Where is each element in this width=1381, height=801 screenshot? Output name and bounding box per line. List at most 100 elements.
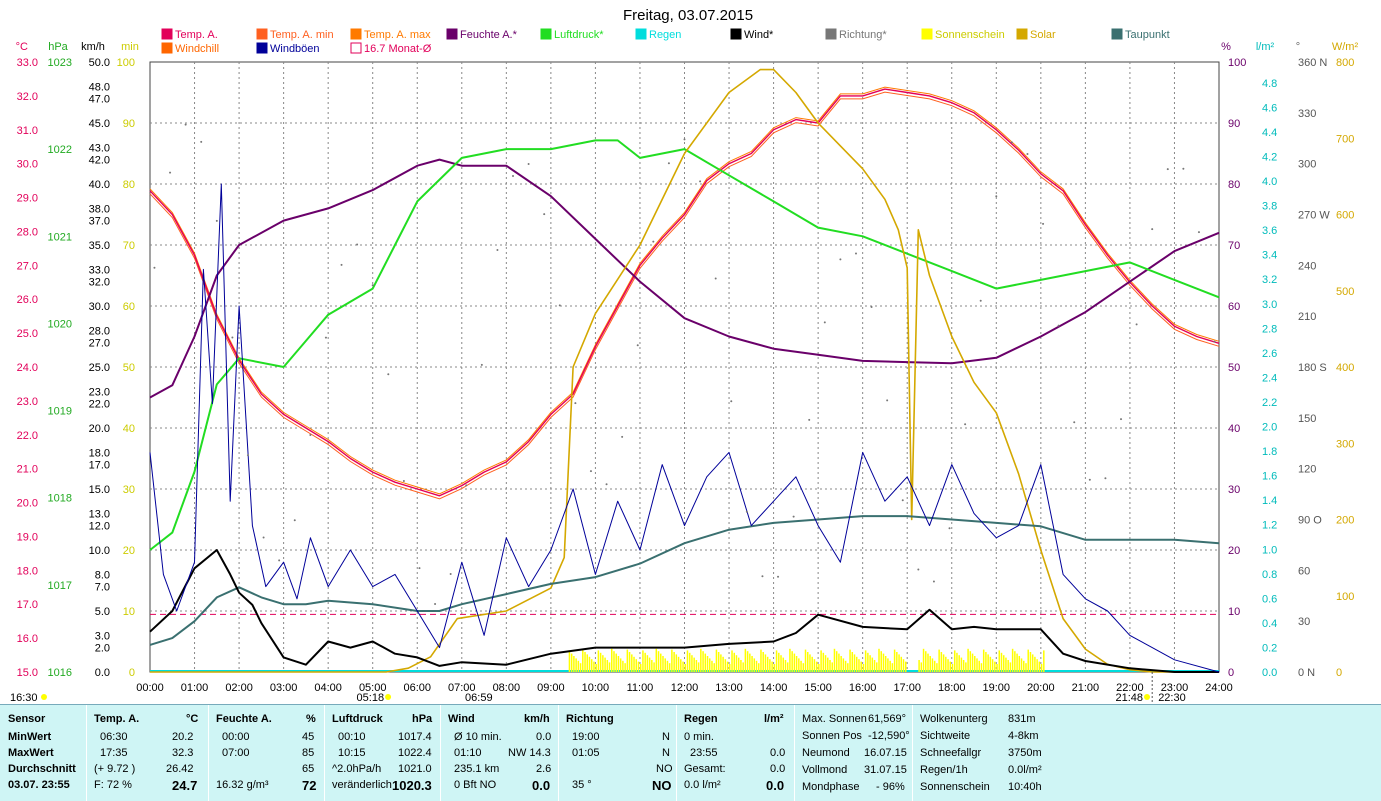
richtung-dot (527, 163, 530, 166)
sunshine-bar (639, 664, 642, 672)
marker-left-dot (41, 694, 47, 700)
stats-temp-unit: °C (186, 713, 199, 725)
sunshine-bar (849, 649, 851, 672)
stats-wolken-v3: 3750m (1008, 747, 1042, 759)
tick-wm2: 200 (1336, 515, 1354, 527)
tick-time: 14:00 (760, 682, 788, 694)
legend-wind-swatch (730, 28, 742, 40)
tick-kmh: 15.0 (89, 484, 110, 496)
tick-kmh: 3.0 (95, 630, 110, 642)
sunshine-bar (604, 657, 606, 672)
sunshine-bar (882, 653, 885, 672)
legend-feuchte-label: Feuchte A.* (460, 29, 518, 41)
tick-lm2: 3.6 (1262, 225, 1277, 237)
sunshine-bar (791, 651, 793, 672)
tick-min: 80 (123, 179, 135, 191)
richtung-dot (387, 373, 390, 376)
tick-deg: 60 (1298, 565, 1310, 577)
stats-luft-header: Luftdruck (332, 713, 383, 725)
sunshine-bar (664, 658, 666, 672)
stats-temp-header: Temp. A. (94, 713, 140, 725)
tick-time: 23:00 (1161, 682, 1189, 694)
tick-temp: 31.0 (17, 125, 38, 137)
richtung-dot (1073, 421, 1076, 424)
tick-deg: 120 (1298, 464, 1316, 476)
stats-regen-r1a: 0 min. (684, 731, 714, 743)
richtung-dot (589, 470, 592, 473)
stats-wind-r4b: 0.0 (532, 778, 551, 793)
sunshine-bar (1014, 651, 1016, 672)
sunshine-bar (1002, 655, 1005, 672)
tick-kmh: 43.0 (89, 142, 110, 154)
richtung-dot (574, 402, 577, 405)
stats-wind-header: Wind (448, 713, 475, 725)
tick-deg: 330 (1298, 108, 1316, 120)
tick-pct: 50 (1228, 362, 1240, 374)
tick-kmh: 47.0 (89, 94, 110, 106)
richtung-dot (293, 519, 296, 522)
stats-luft-max-time: 10:15 (338, 747, 366, 759)
sunshine-bar (682, 661, 684, 672)
richtung-dot (652, 240, 655, 243)
sunshine-bar (617, 656, 620, 672)
sunshine-bar (702, 651, 704, 672)
tick-pct: 100 (1228, 57, 1246, 69)
sunshine-bar (720, 654, 722, 672)
sunshine-bar (965, 662, 967, 672)
sunshine-bar (851, 652, 854, 672)
sunshine-bar (949, 661, 952, 672)
richtung-dot (262, 536, 265, 539)
sunshine-bar (878, 648, 880, 672)
richtung-dot (823, 321, 826, 324)
stats-astro-v3: 16.07.15 (864, 747, 907, 759)
tick-lm2: 2.0 (1262, 422, 1277, 434)
windboeen-line (149, 183, 1220, 673)
sunshine-bar (795, 656, 798, 672)
tick-kmh: 28.0 (89, 325, 110, 337)
stats-wind-r2a: 01:10 (454, 747, 482, 759)
stats-astro-v5: - 96% (876, 781, 905, 793)
sunshine-bar (1043, 650, 1045, 672)
sunshine-bar (818, 664, 820, 672)
sunshine-bar (900, 656, 903, 672)
richtung-dot (979, 299, 982, 302)
stats-feuchte-min-val: 45 (302, 731, 315, 743)
richtung-dot (418, 567, 421, 570)
sunshine-bar (994, 661, 996, 672)
tick-lm2: 4.0 (1262, 176, 1277, 188)
tick-deg: 30 (1298, 616, 1310, 628)
sunshine-bar (962, 660, 965, 672)
tick-min: 50 (123, 362, 135, 374)
legend-windboeen-label: Windböen (270, 43, 320, 55)
tick-deg: 360 N (1298, 57, 1327, 69)
tick-hpa: 1023 (48, 57, 72, 69)
sunshine-bar (586, 654, 589, 672)
tick-deg: 180 S (1298, 362, 1327, 374)
sunshine-bar (942, 654, 945, 672)
sunshine-bar (800, 660, 802, 672)
sunshine-bar (809, 654, 811, 672)
stats-wind-r1b: 0.0 (536, 731, 552, 743)
stats-row-min: MinWert (8, 731, 52, 743)
tick-lm2: 0.0 (1262, 667, 1277, 679)
tick-kmh: 45.0 (89, 118, 110, 130)
stats-richtung-r4b: NO (652, 778, 672, 793)
sunshine-bar (867, 652, 869, 672)
richtung-dot (512, 175, 515, 178)
stats-temp-max-val: 32.3 (172, 747, 194, 759)
legend-feuchte-swatch (446, 28, 458, 40)
sunshine-bar (780, 655, 782, 672)
sunshine-bar (588, 656, 591, 672)
tick-min: 30 (123, 484, 135, 496)
sunshine-bar (782, 657, 784, 672)
tick-deg: 210 (1298, 311, 1316, 323)
legend-windchill-swatch (161, 42, 173, 54)
stats-richtung-header: Richtung (566, 713, 614, 725)
tick-pct: 40 (1228, 423, 1240, 435)
stats-feuchte-cur-note: 16.32 g/m³ (216, 779, 269, 791)
richtung-dot (1213, 340, 1216, 343)
sunshine-bar (662, 656, 664, 672)
sunshine-bar (847, 663, 849, 672)
stats-astro-v4: 31.07.15 (864, 764, 907, 776)
tick-temp: 26.0 (17, 294, 38, 306)
